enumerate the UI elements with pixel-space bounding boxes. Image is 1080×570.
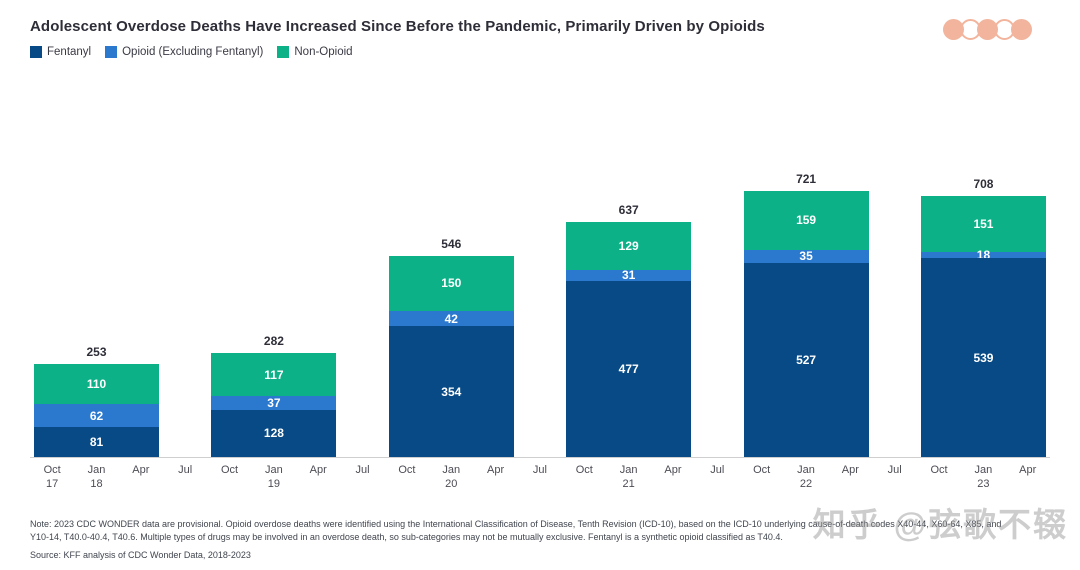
segment-fentanyl: 81 — [34, 427, 160, 458]
segment-value-label: 31 — [622, 268, 636, 283]
note-text-line2: Y10-14, T40.0-40.4, T40.6. Multiple type… — [30, 532, 783, 542]
x-tick-label: Jan 23 — [974, 464, 993, 490]
x-tick-label: Apr — [1019, 464, 1037, 476]
bar-total-label: 253 — [86, 344, 107, 359]
x-tick-label: Apr — [664, 464, 682, 476]
segment-value-label: 151 — [973, 216, 994, 231]
chart-title: Adolescent Overdose Deaths Have Increase… — [30, 18, 765, 35]
bar-total-label: 708 — [973, 176, 994, 191]
x-tick-label: Oct — [930, 464, 948, 476]
segment-non-opioid: 159 — [743, 191, 869, 250]
bar-group: 282 117 37 128 — [211, 334, 337, 458]
segment-non-opioid: 150 — [388, 255, 514, 311]
kff-dots-logo — [943, 19, 1032, 40]
segment-non-opioid: 129 — [566, 222, 692, 270]
legend-label: Non-Opioid — [294, 46, 353, 58]
segment-value-label: 110 — [86, 377, 107, 391]
x-tick-label: Jan 18 — [87, 464, 106, 490]
x-tick-label: Apr — [309, 464, 327, 476]
segment-non-opioid: 117 — [211, 353, 337, 397]
segment-value-label: 35 — [799, 249, 813, 264]
dot-solid-icon — [943, 19, 964, 40]
bar-group: 546 150 42 354 — [388, 237, 514, 457]
bar-total-label: 282 — [263, 334, 284, 348]
legend-swatch-icon — [277, 46, 290, 58]
segment-fentanyl: 539 — [920, 258, 1046, 457]
dot-solid-icon — [1011, 19, 1032, 40]
segment-opioid-excluding-fentanyl: 37 — [211, 396, 337, 411]
bar-group: 253 110 62 81 — [34, 345, 160, 458]
x-tick-label: Oct — [220, 464, 239, 476]
segment-fentanyl: 477 — [566, 280, 692, 457]
segment-fentanyl: 128 — [211, 409, 337, 458]
x-tick-label: Jul — [178, 464, 193, 476]
x-tick-label: Jan 20 — [442, 464, 461, 490]
legend-swatch-icon — [30, 46, 42, 58]
source-text: Source: KFF analysis of CDC Wonder Data,… — [30, 550, 251, 560]
segment-value-label: 42 — [444, 311, 458, 326]
x-tick-label: Jan 22 — [797, 464, 815, 490]
note-text-line1: Note: 2023 CDC WONDER data are provision… — [30, 519, 1002, 529]
chart-legend: Fentanyl Opioid (Excluding Fentanyl) Non-O… — [30, 46, 1050, 58]
x-axis-ticks: Oct 17 Jan 18 Apr Jul Oct Jan 19 Apr Jul Oct J… — [30, 458, 1050, 491]
segment-non-opioid: 110 — [34, 363, 160, 405]
chart-header: Adolescent Overdose Deaths Have Increase… — [0, 0, 1080, 58]
segment-value-label: 37 — [267, 396, 281, 411]
x-tick-label: Oct 17 — [43, 464, 61, 490]
segment-opioid-excluding-fentanyl: 42 — [388, 310, 514, 327]
segment-value-label: 150 — [441, 276, 462, 291]
x-tick-label: Jul — [532, 464, 547, 476]
bar-total-label: 546 — [441, 236, 462, 251]
bar-group: 637 129 31 477 — [566, 203, 692, 457]
segment-value-label: 539 — [973, 350, 994, 365]
x-tick-label: Oct — [398, 464, 416, 476]
chart-footer: Note: 2023 CDC WONDER data are provision… — [30, 518, 1050, 562]
bar-total-label: 721 — [796, 172, 817, 186]
segment-value-label: 128 — [263, 426, 284, 441]
segment-fentanyl: 527 — [743, 262, 869, 457]
bar-group: 721 159 35 527 — [743, 172, 869, 457]
legend-label: Fentanyl — [47, 46, 92, 58]
x-tick-label: Jan 19 — [265, 464, 283, 490]
x-tick-label: Oct — [575, 464, 593, 476]
x-tick-label: Oct — [753, 464, 771, 476]
segment-opioid-excluding-fentanyl: 31 — [566, 268, 692, 283]
segment-non-opioid: 151 — [920, 195, 1046, 252]
x-tick-label: Jul — [710, 464, 725, 476]
x-tick-label: Apr — [841, 464, 859, 476]
segment-opioid-excluding-fentanyl: 18 — [920, 247, 1046, 262]
x-tick-label: Jan 21 — [619, 464, 638, 490]
x-tick-label: Jul — [355, 464, 370, 476]
segment-value-label: 527 — [796, 352, 817, 367]
x-tick-label: Apr — [132, 464, 150, 476]
legend-item-1: Opioid (Excluding Fentanyl) — [105, 46, 263, 58]
segment-value-label: 18 — [976, 247, 991, 262]
bar-group: 708 151 18 539 — [920, 177, 1046, 457]
legend-item-2: Non-Opioid — [277, 46, 353, 58]
x-tick-label: Apr — [487, 464, 505, 476]
legend-swatch-icon — [105, 46, 118, 58]
x-tick-label: Jul — [887, 464, 902, 476]
segment-value-label: 159 — [796, 213, 817, 228]
segment-value-label: 62 — [89, 408, 104, 423]
segment-fentanyl: 354 — [388, 326, 514, 457]
segment-opioid-excluding-fentanyl: 35 — [743, 249, 869, 264]
legend-item-0: Fentanyl — [30, 46, 91, 58]
bar-total-label: 637 — [618, 203, 639, 217]
legend-label: Opioid (Excluding Fentanyl) — [122, 46, 264, 58]
segment-value-label: 117 — [264, 367, 284, 382]
segment-value-label: 477 — [618, 361, 639, 376]
segment-opioid-excluding-fentanyl: 62 — [34, 404, 160, 428]
plot-area: 253 110 62 81 282 117 37 128 546 150 42 354 637 129 31… — [30, 158, 1050, 458]
segment-value-label: 129 — [618, 238, 639, 253]
segment-value-label: 354 — [441, 384, 462, 399]
dot-solid-icon — [977, 19, 998, 40]
segment-value-label: 81 — [89, 435, 104, 450]
